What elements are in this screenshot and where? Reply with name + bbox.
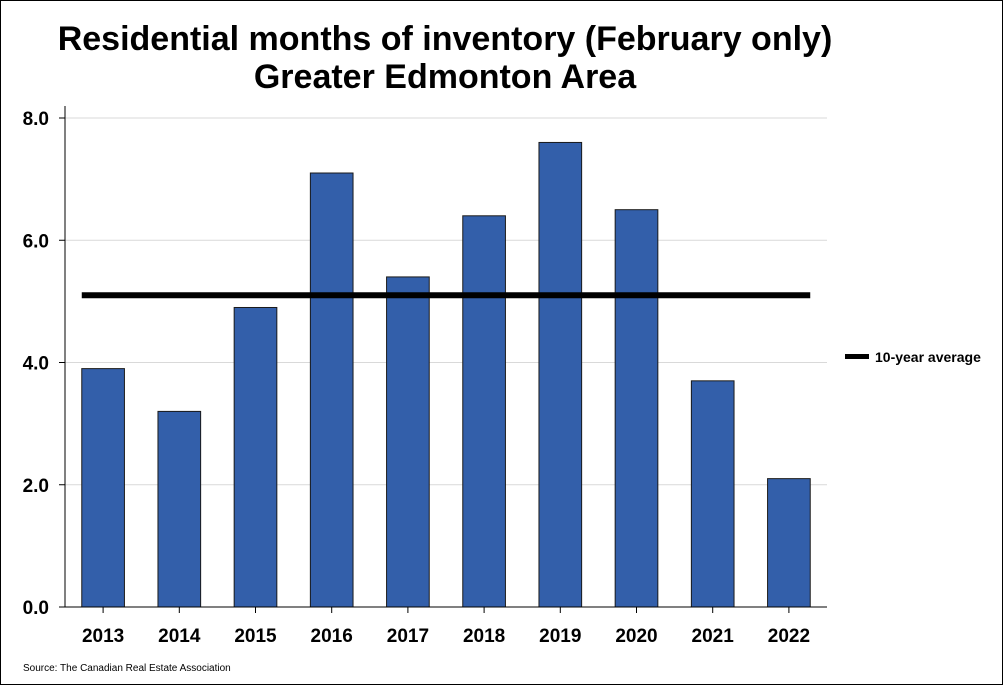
x-tick-label-2015: 2015 <box>234 626 277 647</box>
bar-2015 <box>233 306 278 608</box>
legend-label-10-year-average: 10-year average <box>875 349 981 365</box>
source-note: Source: The Canadian Real Estate Associa… <box>23 663 231 674</box>
x-tick-label-2018: 2018 <box>463 626 505 647</box>
bar-2013 <box>81 368 125 608</box>
chart-subtitle: Greater Edmonton Area <box>254 58 637 96</box>
y-tick-label: 6.0 <box>23 231 49 252</box>
y-tick-label: 2.0 <box>23 476 49 497</box>
x-tick-label-2019: 2019 <box>539 626 581 647</box>
x-tick-label-2014: 2014 <box>158 626 201 647</box>
bars <box>81 141 811 608</box>
bar-2018 <box>462 215 506 608</box>
x-tick-label-2021: 2021 <box>692 626 735 647</box>
x-tick-label-2022: 2022 <box>768 626 810 647</box>
x-tick-label-2020: 2020 <box>615 626 657 647</box>
bar-2020 <box>614 209 659 608</box>
bar-2021 <box>690 380 735 608</box>
x-tick-label-2016: 2016 <box>311 626 353 647</box>
bar-2016 <box>309 172 354 608</box>
chart-title: Residential months of inventory (Februar… <box>58 20 833 58</box>
bar-2022 <box>767 478 811 608</box>
y-tick-label: 4.0 <box>23 354 49 375</box>
axes <box>64 106 827 608</box>
bar-2014 <box>157 410 202 608</box>
x-tick-label-2017: 2017 <box>387 626 429 647</box>
x-tick-label-2013: 2013 <box>82 626 124 647</box>
legend-swatch-10-year-average <box>845 354 869 359</box>
legend: 10-year average <box>845 349 981 365</box>
y-tick-label: 0.0 <box>23 598 49 619</box>
x-tick-labels: 2013 2014 2015 2016 2017 2018 2019 2020 2021 2022 <box>82 607 810 647</box>
bar-2017 <box>386 276 430 608</box>
y-tick-labels: 0.0 2.0 4.0 6.0 8.0 <box>23 109 65 619</box>
bar-2019 <box>538 141 583 608</box>
y-tick-label: 8.0 <box>23 109 49 130</box>
